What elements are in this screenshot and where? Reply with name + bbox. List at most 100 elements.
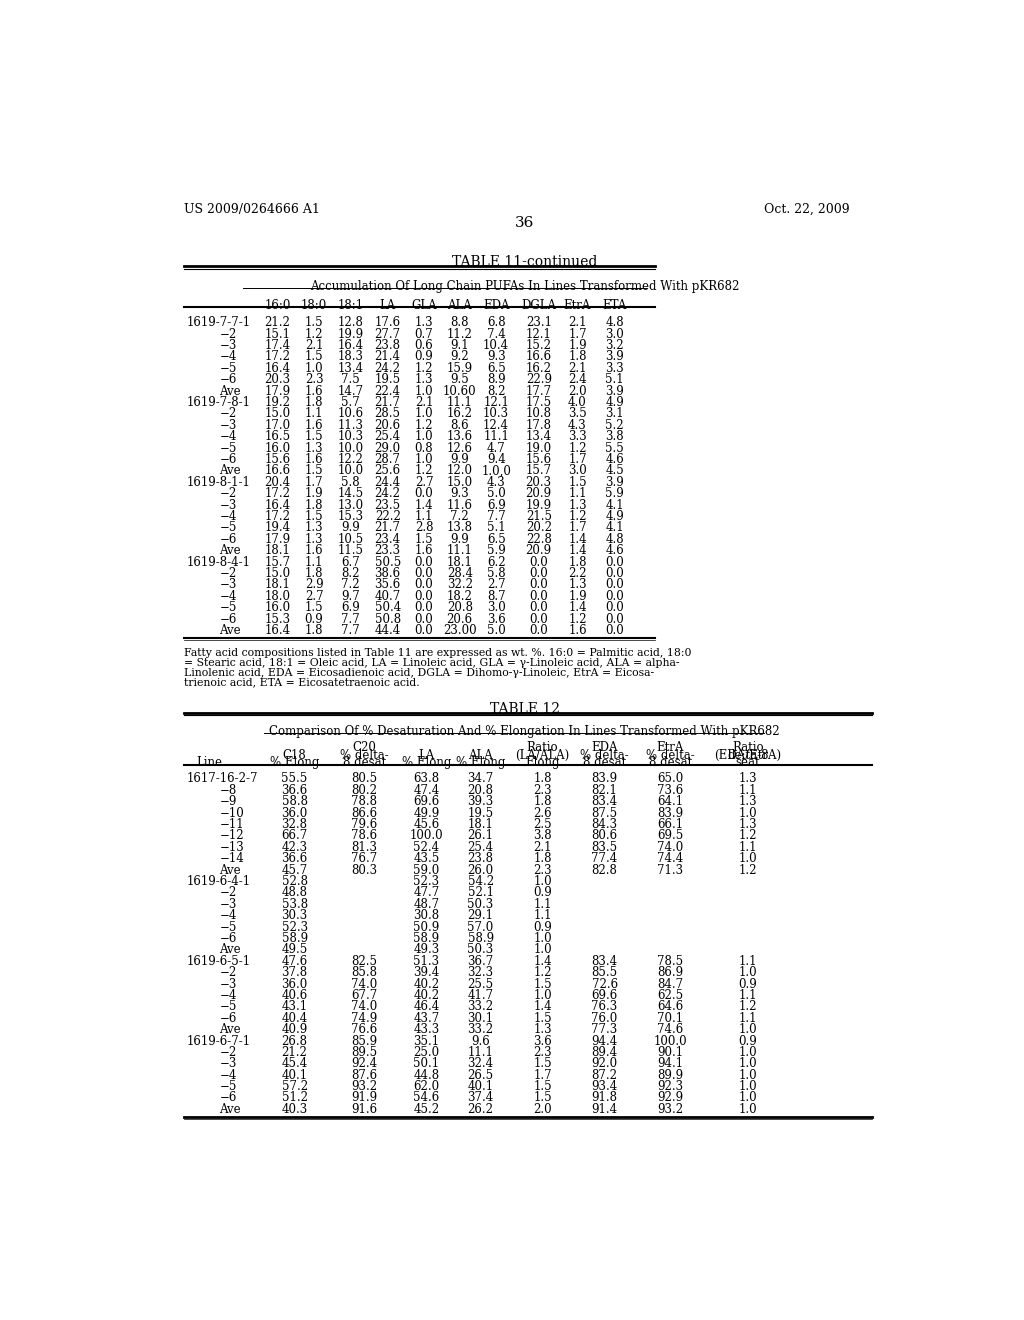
Text: 6.9: 6.9	[486, 499, 506, 512]
Text: 80.5: 80.5	[351, 772, 378, 785]
Text: 58.9: 58.9	[414, 932, 439, 945]
Text: 26.0: 26.0	[468, 863, 494, 876]
Text: −3: −3	[219, 1057, 237, 1071]
Text: 45.4: 45.4	[282, 1057, 308, 1071]
Text: 0.0: 0.0	[605, 556, 624, 569]
Text: 69.6: 69.6	[592, 989, 617, 1002]
Text: 77.4: 77.4	[592, 853, 617, 865]
Text: 1.6: 1.6	[415, 544, 433, 557]
Text: 1.5: 1.5	[305, 350, 324, 363]
Text: 82.8: 82.8	[592, 863, 617, 876]
Text: Fatty acid compositions listed in Table 11 are expressed as wt. %. 16:0 = Palmit: Fatty acid compositions listed in Table …	[183, 648, 691, 657]
Text: −3: −3	[219, 499, 237, 512]
Text: 28.5: 28.5	[375, 408, 400, 420]
Text: 16.5: 16.5	[264, 430, 291, 444]
Text: 1.2: 1.2	[738, 1001, 758, 1014]
Text: de;ta-8: de;ta-8	[727, 748, 769, 762]
Text: 43.1: 43.1	[282, 1001, 307, 1014]
Text: 15.3: 15.3	[264, 612, 291, 626]
Text: 15.6: 15.6	[525, 453, 552, 466]
Text: 17.7: 17.7	[525, 384, 552, 397]
Text: 4.6: 4.6	[605, 453, 624, 466]
Text: 50.3: 50.3	[468, 898, 494, 911]
Text: 8.2: 8.2	[341, 568, 359, 579]
Text: 11.1: 11.1	[446, 544, 473, 557]
Text: 69.5: 69.5	[657, 829, 684, 842]
Text: 1.3: 1.3	[305, 442, 324, 454]
Text: 91.8: 91.8	[592, 1092, 617, 1105]
Text: 93.4: 93.4	[592, 1080, 617, 1093]
Text: 1.2: 1.2	[415, 362, 433, 375]
Text: 11.3: 11.3	[338, 418, 364, 432]
Text: LA: LA	[380, 300, 395, 313]
Text: 69.6: 69.6	[414, 795, 439, 808]
Text: 6.7: 6.7	[341, 556, 359, 569]
Text: C18: C18	[283, 748, 306, 762]
Text: 1.2: 1.2	[305, 327, 324, 341]
Text: 11.2: 11.2	[446, 327, 473, 341]
Text: 72.6: 72.6	[592, 978, 617, 990]
Text: 80.3: 80.3	[351, 863, 378, 876]
Text: 86.9: 86.9	[657, 966, 684, 979]
Text: 15.0: 15.0	[264, 408, 291, 420]
Text: 5.0: 5.0	[486, 624, 506, 638]
Text: 84.7: 84.7	[657, 978, 684, 990]
Text: 11.1: 11.1	[483, 430, 509, 444]
Text: −6: −6	[219, 374, 237, 387]
Text: 15.0: 15.0	[446, 475, 473, 488]
Text: 1.4: 1.4	[534, 1001, 552, 1014]
Text: −11: −11	[219, 818, 244, 832]
Text: 1619-7-8-1: 1619-7-8-1	[186, 396, 250, 409]
Text: 2.3: 2.3	[534, 863, 552, 876]
Text: 33.2: 33.2	[468, 1001, 494, 1014]
Text: 35.1: 35.1	[414, 1035, 439, 1048]
Text: 0.0: 0.0	[605, 624, 624, 638]
Text: −5: −5	[219, 920, 237, 933]
Text: 10.8: 10.8	[525, 408, 552, 420]
Text: 58.8: 58.8	[282, 795, 307, 808]
Text: 85.9: 85.9	[351, 1035, 378, 1048]
Text: 32.4: 32.4	[468, 1057, 494, 1071]
Text: 5.7: 5.7	[341, 396, 359, 409]
Text: 1.2: 1.2	[415, 418, 433, 432]
Text: 15.7: 15.7	[264, 556, 291, 569]
Text: 55.5: 55.5	[282, 772, 308, 785]
Text: 0.0: 0.0	[529, 601, 548, 614]
Text: 1.7: 1.7	[305, 475, 324, 488]
Text: 32.2: 32.2	[446, 578, 473, 591]
Text: 52.3: 52.3	[282, 920, 307, 933]
Text: (LA/ALA): (LA/ALA)	[515, 748, 569, 762]
Text: 12.0: 12.0	[446, 465, 473, 478]
Text: 1.0: 1.0	[738, 1023, 758, 1036]
Text: ALA: ALA	[468, 748, 493, 762]
Text: Line: Line	[197, 756, 222, 770]
Text: 74.4: 74.4	[657, 853, 684, 865]
Text: Ave: Ave	[219, 544, 241, 557]
Text: 16.6: 16.6	[525, 350, 552, 363]
Text: −14: −14	[219, 853, 244, 865]
Text: 74.9: 74.9	[351, 1011, 378, 1024]
Text: 3.9: 3.9	[605, 384, 624, 397]
Text: 3.8: 3.8	[605, 430, 624, 444]
Text: 7.2: 7.2	[341, 578, 359, 591]
Text: 20.9: 20.9	[525, 544, 552, 557]
Text: ETA: ETA	[602, 300, 627, 313]
Text: 5.5: 5.5	[605, 442, 624, 454]
Text: 83.5: 83.5	[592, 841, 617, 854]
Text: 16.4: 16.4	[337, 339, 364, 352]
Text: −2: −2	[219, 886, 237, 899]
Text: 0.0: 0.0	[415, 578, 433, 591]
Text: 1.0: 1.0	[738, 853, 758, 865]
Text: 27.7: 27.7	[375, 327, 400, 341]
Text: 40.6: 40.6	[282, 989, 308, 1002]
Text: 3.2: 3.2	[605, 339, 624, 352]
Text: 2.0: 2.0	[568, 384, 587, 397]
Text: 1619-7-7-1: 1619-7-7-1	[186, 317, 250, 329]
Text: 43.5: 43.5	[414, 853, 439, 865]
Text: −2: −2	[219, 327, 237, 341]
Text: TABLE 11-continued: TABLE 11-continued	[453, 255, 597, 269]
Text: 10.3: 10.3	[483, 408, 509, 420]
Text: 5.0: 5.0	[486, 487, 506, 500]
Text: 20.8: 20.8	[446, 601, 473, 614]
Text: 1.5: 1.5	[305, 510, 324, 523]
